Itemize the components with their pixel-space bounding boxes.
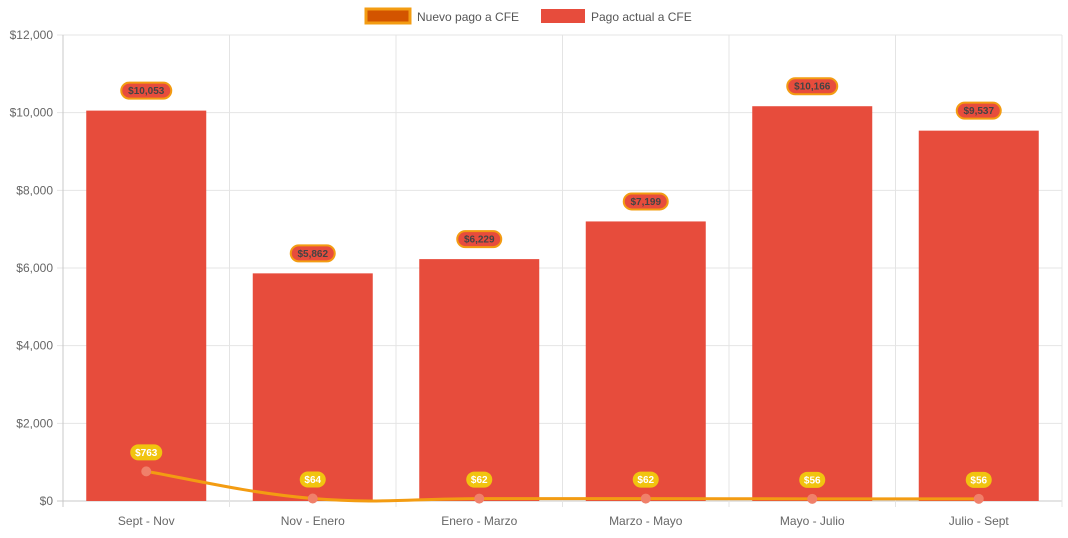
bar-data-label: $10,166 <box>794 82 831 93</box>
bar-data-label: $5,862 <box>297 249 328 260</box>
legend-item-pago-actual[interactable]: Pago actual a CFE <box>541 9 692 24</box>
line-data-label: $56 <box>970 475 987 486</box>
legend-item-nuevo-pago[interactable]: Nuevo pago a CFE <box>364 7 519 25</box>
line-point <box>474 493 485 504</box>
bar-data-label: $6,229 <box>464 235 495 246</box>
y-tick-label: $6,000 <box>16 261 53 275</box>
line-point <box>807 493 818 504</box>
bar-data-label-bg <box>786 77 839 96</box>
bar <box>918 130 1039 502</box>
x-tick-label: Julio - Sept <box>949 514 1010 528</box>
x-tick-label: Nov - Enero <box>281 514 345 528</box>
line-data-label-bg <box>466 471 493 488</box>
y-tick-label: $12,000 <box>10 28 54 42</box>
line-data-label-bg <box>299 471 326 488</box>
y-tick-label: $10,000 <box>10 106 54 120</box>
bar-data-label-bg <box>289 244 336 263</box>
line-data-label-bg <box>965 471 992 488</box>
line-data-label-bg <box>130 444 163 461</box>
bar-data-label-bg <box>456 230 503 249</box>
bar-data-label-bg <box>120 81 173 100</box>
bar <box>419 259 540 501</box>
line-series-nuevo-pago <box>141 466 984 504</box>
x-tick-label: Marzo - Mayo <box>609 514 683 528</box>
axes: $0 $2,000 $4,000 $6,000 $8,000 $10,000 $12,000… <box>10 28 1010 528</box>
line-point <box>141 466 152 477</box>
y-tick-label: $2,000 <box>16 416 53 430</box>
bar <box>86 110 207 502</box>
bar <box>585 221 706 501</box>
x-tick-label: Mayo - Julio <box>780 514 845 528</box>
series-line <box>146 469 979 503</box>
line-point <box>307 493 318 504</box>
grid-lines <box>57 34 1063 507</box>
bar-data-label: $10,053 <box>128 86 165 97</box>
y-tick-label: $0 <box>40 494 54 508</box>
legend[interactable]: Nuevo pago a CFE Pago actual a CFE <box>364 7 692 25</box>
line-data-label: $62 <box>471 475 488 486</box>
y-tick-label: $8,000 <box>16 183 53 197</box>
legend-swatch-nuevo-pago <box>364 7 412 25</box>
bar <box>252 273 373 501</box>
x-tick-label: Enero - Marzo <box>441 514 517 528</box>
line-point <box>640 493 651 504</box>
x-tick-label: Sept - Nov <box>118 514 175 528</box>
bar-data-label-bg <box>622 192 669 211</box>
line-data-label-bg <box>799 471 826 488</box>
line-data-label-bg <box>632 471 659 488</box>
legend-swatch-pago-actual <box>541 9 585 23</box>
line-data-label: $64 <box>304 475 321 486</box>
bar-series-pago-actual <box>86 106 1039 502</box>
bar <box>752 106 873 501</box>
y-tick-label: $4,000 <box>16 339 53 353</box>
bar-data-label: $9,537 <box>963 106 994 117</box>
line-data-label: $56 <box>804 475 821 486</box>
line-data-label: $763 <box>135 448 158 459</box>
bar-data-label: $7,199 <box>630 197 661 208</box>
line-data-label: $62 <box>637 475 654 486</box>
data-labels: $10,053 $5,862 $6,229 $7,199 $10,166 $9,537 $7… <box>120 77 1002 488</box>
bar-data-label-bg <box>955 101 1002 120</box>
legend-label-nuevo-pago: Nuevo pago a CFE <box>417 10 519 24</box>
line-point <box>973 493 984 504</box>
legend-label-pago-actual: Pago actual a CFE <box>591 10 692 24</box>
